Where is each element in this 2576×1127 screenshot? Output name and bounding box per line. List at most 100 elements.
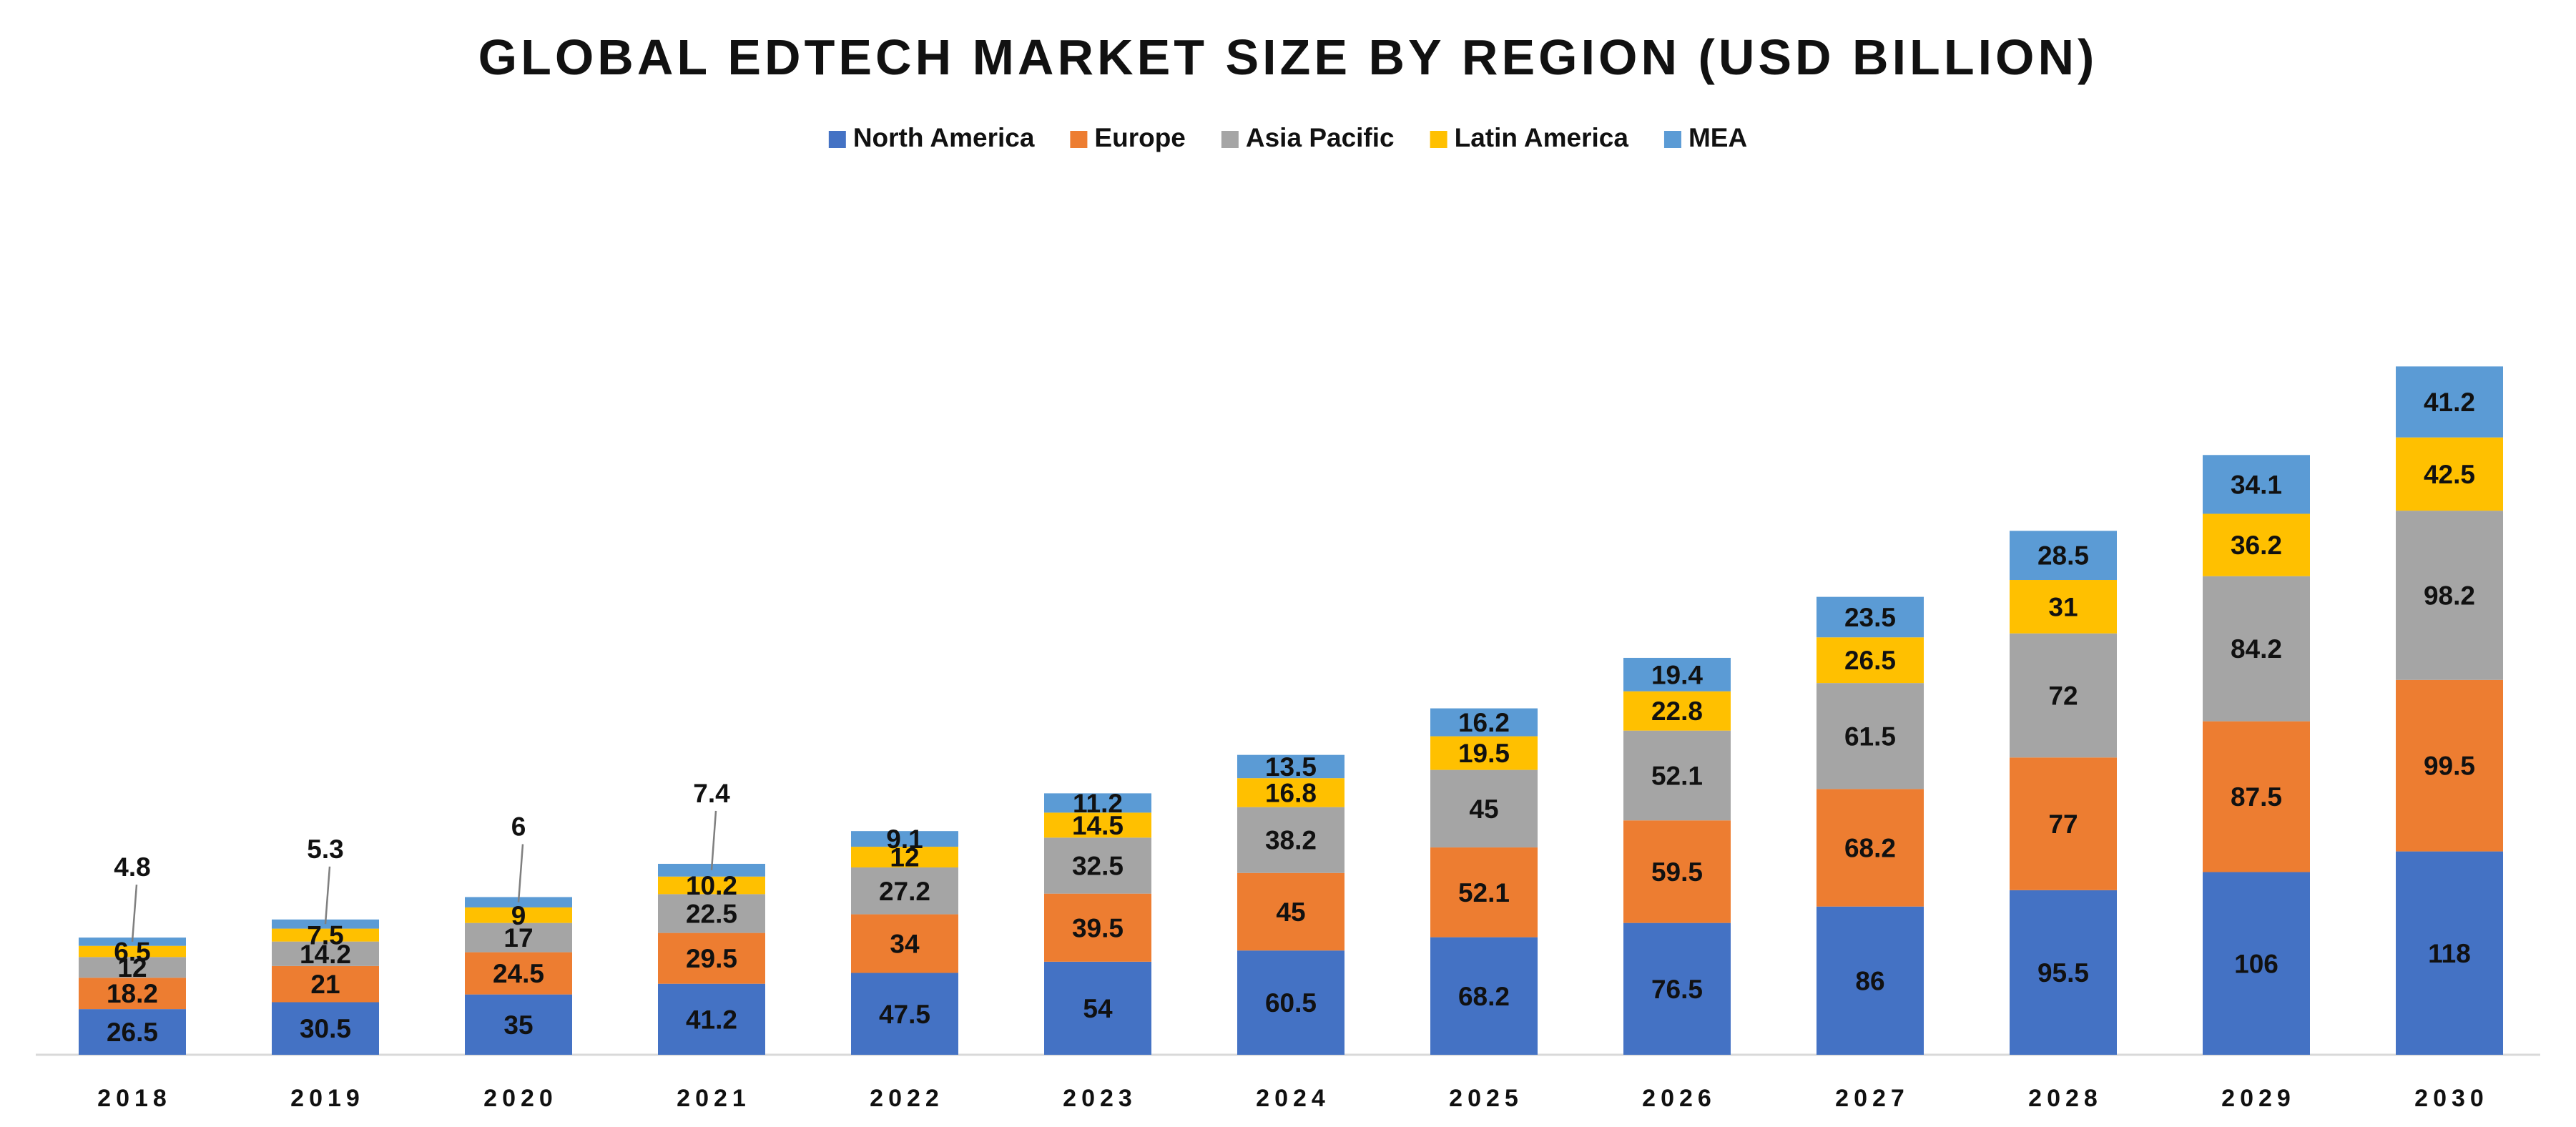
- bar-2030-north-america: [2396, 851, 2503, 1055]
- bar-2027-mea: [1817, 596, 1924, 638]
- bar-2025-asia-pacific: [1430, 769, 1538, 848]
- label-2019-north-america: 30.5: [300, 1014, 351, 1043]
- bar-2029-north-america: [2203, 872, 2310, 1055]
- label-2020-mea: 6: [511, 812, 526, 841]
- bar-2030-latin-america: [2396, 437, 2503, 511]
- x-tick-2020: 2020: [483, 1085, 558, 1112]
- label-2025-asia-pacific: 45: [1469, 794, 1498, 824]
- label-2022-asia-pacific: 27.2: [879, 877, 930, 906]
- label-2019-mea: 5.3: [307, 835, 343, 864]
- bar-2018-mea: [79, 937, 186, 946]
- label-2024-latin-america: 16.8: [1265, 778, 1317, 807]
- legend-label-latin-america: Latin America: [1455, 123, 1629, 152]
- bar-2022-europe: [851, 914, 958, 973]
- label-2024-north-america: 60.5: [1265, 988, 1317, 1018]
- bar-2022-asia-pacific: [851, 867, 958, 915]
- legend-label-europe: Europe: [1094, 123, 1185, 152]
- bar-2020-north-america: [465, 994, 572, 1055]
- label-2025-latin-america: 19.5: [1458, 739, 1510, 768]
- label-2018-mea: 4.8: [114, 852, 150, 882]
- leader-line-2020: [517, 844, 524, 902]
- label-2018-north-america: 26.5: [107, 1018, 158, 1047]
- label-2024-asia-pacific: 38.2: [1265, 826, 1317, 855]
- label-2026-europe: 59.5: [1651, 857, 1703, 887]
- bar-2021-latin-america: [658, 876, 765, 895]
- label-2029-latin-america: 36.2: [2231, 531, 2282, 560]
- x-tick-2029: 2029: [2221, 1085, 2296, 1112]
- bar-2019-latin-america: [272, 928, 379, 942]
- label-2027-asia-pacific: 61.5: [1844, 722, 1896, 751]
- bar-2024-north-america: [1237, 950, 1344, 1055]
- label-2021-asia-pacific: 22.5: [686, 899, 737, 928]
- legend-item-mea: MEA: [1663, 123, 1747, 152]
- bar-2029-asia-pacific: [2203, 576, 2310, 722]
- bar-2027-latin-america: [1817, 637, 1924, 684]
- label-2027-north-america: 86: [1855, 966, 1884, 995]
- legend-label-north-america: North America: [853, 123, 1035, 152]
- bar-2022-mea: [851, 831, 958, 847]
- bar-2027-europe: [1817, 789, 1924, 907]
- label-2025-mea: 16.2: [1458, 708, 1510, 737]
- bar-2029-europe: [2203, 721, 2310, 872]
- label-2021-europe: 29.5: [686, 944, 737, 973]
- bar-2020-mea: [465, 897, 572, 907]
- x-tick-2019: 2019: [290, 1085, 365, 1112]
- bar-2024-asia-pacific: [1237, 807, 1344, 873]
- bar-2028-asia-pacific: [2010, 633, 2117, 758]
- label-2030-latin-america: 42.5: [2424, 460, 2475, 489]
- bar-2030-asia-pacific: [2396, 511, 2503, 680]
- bar-2023-europe: [1044, 893, 1151, 962]
- leader-line-2021: [710, 810, 717, 870]
- label-2023-north-america: 54: [1083, 994, 1113, 1023]
- legend-item-asia-pacific: Asia Pacific: [1221, 123, 1395, 152]
- label-2027-mea: 23.5: [1844, 603, 1896, 632]
- legend-swatch-north-america: [828, 131, 846, 148]
- label-2030-north-america: 118: [2428, 939, 2471, 968]
- label-2020-asia-pacific: 17: [503, 923, 533, 953]
- bar-2022-north-america: [851, 973, 958, 1055]
- label-2029-asia-pacific: 84.2: [2231, 634, 2282, 664]
- label-2027-europe: 68.2: [1844, 834, 1896, 863]
- label-2030-asia-pacific: 98.2: [2424, 581, 2475, 610]
- label-2028-europe: 77: [2048, 809, 2078, 839]
- x-tick-2025: 2025: [1449, 1085, 1523, 1112]
- label-2019-latin-america: 7.5: [307, 921, 343, 950]
- label-2020-europe: 24.5: [493, 959, 544, 988]
- label-2022-mea: 9.1: [886, 825, 923, 854]
- label-2029-north-america: 106: [2234, 949, 2278, 978]
- label-2026-mea: 19.4: [1651, 660, 1703, 689]
- x-tick-2028: 2028: [2028, 1085, 2103, 1112]
- label-2023-mea: 11.2: [1073, 789, 1123, 818]
- legend-swatch-asia-pacific: [1221, 131, 1239, 148]
- label-2029-mea: 34.1: [2231, 470, 2282, 499]
- x-tick-2026: 2026: [1642, 1085, 1716, 1112]
- bar-2018-north-america: [79, 1009, 186, 1055]
- label-2026-asia-pacific: 52.1: [1651, 761, 1703, 790]
- chart-title: GLOBAL EDTECH MARKET SIZE BY REGION (USD…: [478, 29, 2098, 85]
- bar-2029-mea: [2203, 455, 2310, 514]
- label-2026-latin-america: 22.8: [1651, 697, 1703, 726]
- label-2023-asia-pacific: 32.5: [1072, 851, 1124, 880]
- data-labels: 26.518.2126.54.830.52114.27.55.33524.517…: [107, 388, 2475, 1047]
- bar-2018-europe: [79, 978, 186, 1010]
- label-2022-europe: 34: [890, 930, 920, 959]
- label-2026-north-america: 76.5: [1651, 975, 1703, 1004]
- bar-2018-asia-pacific: [79, 957, 186, 978]
- bar-2020-europe: [465, 952, 572, 995]
- label-2020-latin-america: 9: [511, 901, 526, 930]
- label-2021-mea: 7.4: [693, 779, 730, 808]
- bar-2025-mea: [1430, 708, 1538, 737]
- label-2018-latin-america: 6.5: [114, 937, 150, 967]
- bar-2026-north-america: [1623, 922, 1731, 1055]
- bar-2026-latin-america: [1623, 691, 1731, 731]
- label-2028-mea: 28.5: [2037, 541, 2089, 571]
- bar-2021-europe: [658, 932, 765, 984]
- x-tick-2022: 2022: [870, 1085, 944, 1112]
- legend-item-europe: Europe: [1070, 123, 1186, 152]
- label-2020-north-america: 35: [503, 1010, 533, 1040]
- bar-2028-europe: [2010, 757, 2117, 890]
- label-2025-europe: 52.1: [1458, 878, 1510, 907]
- x-tick-labels: 2018 2019 2020 2021 2022 2023 2024 2025 2026 2027…: [97, 1085, 2484, 1112]
- legend-item-north-america: North America: [828, 123, 1035, 152]
